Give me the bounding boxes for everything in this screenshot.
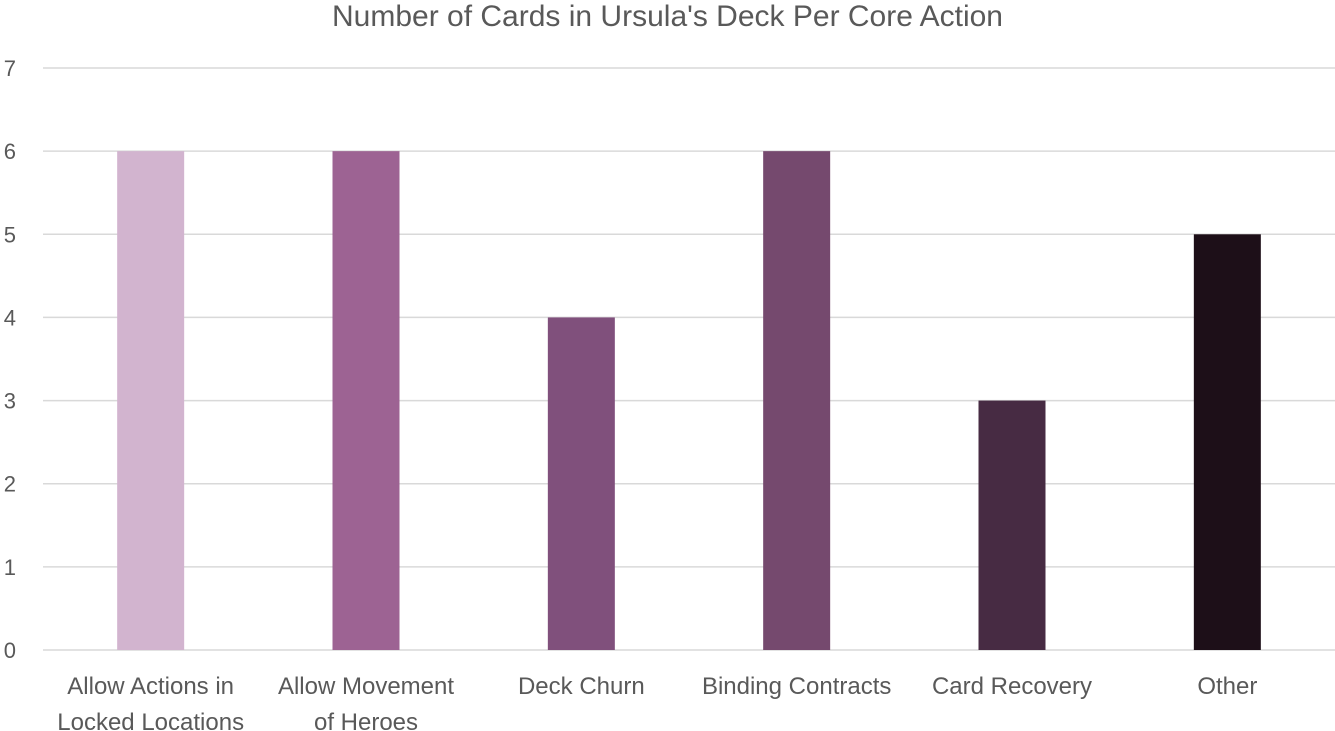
- x-tick-label: Binding Contracts: [702, 673, 891, 700]
- x-tick-label: Card Recovery: [932, 673, 1092, 700]
- bar: [547, 317, 615, 650]
- y-axis-ticks: 0 1 2 3 4 5 6 7: [4, 56, 16, 663]
- bars: [117, 151, 1261, 651]
- x-tick-label: Deck Churn: [518, 673, 645, 700]
- y-tick-label: 2: [4, 472, 16, 497]
- x-tick-label: Allow Actions in: [67, 673, 234, 700]
- bar: [332, 151, 400, 650]
- gridlines: [43, 67, 1335, 651]
- y-tick-label: 0: [4, 638, 16, 663]
- x-tick-label: Locked Locations: [57, 709, 244, 731]
- bar: [117, 151, 185, 650]
- y-tick-label: 3: [4, 389, 16, 414]
- y-tick-label: 4: [4, 305, 16, 330]
- x-axis-ticks: Allow Actions in Locked Locations Allow Mo…: [57, 673, 1257, 731]
- y-tick-label: 6: [4, 139, 16, 164]
- bar: [978, 400, 1046, 650]
- y-tick-label: 1: [4, 555, 16, 580]
- x-tick-label: Allow Movement: [278, 673, 454, 700]
- y-tick-label: 5: [4, 222, 16, 247]
- x-tick-label: of Heroes: [314, 709, 418, 731]
- x-tick-label: Other: [1197, 673, 1257, 700]
- bar: [1193, 234, 1261, 651]
- y-tick-label: 7: [4, 56, 16, 81]
- bar: [763, 151, 831, 650]
- chart-title: Number of Cards in Ursula's Deck Per Cor…: [332, 0, 1003, 33]
